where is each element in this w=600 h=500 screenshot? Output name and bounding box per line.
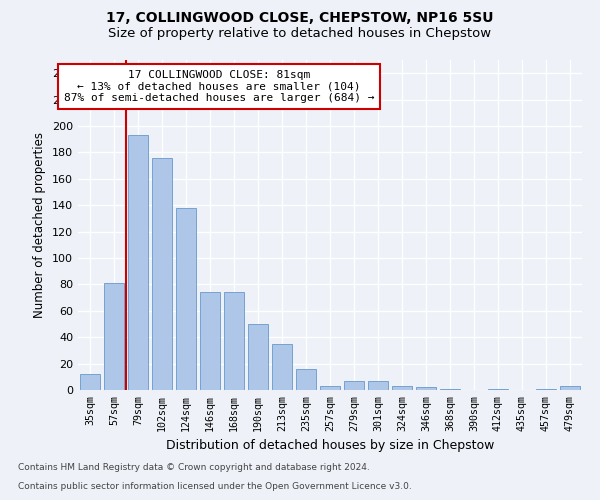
Bar <box>560 386 580 390</box>
Bar <box>488 388 508 390</box>
Text: Contains public sector information licensed under the Open Government Licence v3: Contains public sector information licen… <box>18 482 412 491</box>
Bar <box>416 388 436 390</box>
Bar <box>392 386 412 390</box>
Text: Size of property relative to detached houses in Chepstow: Size of property relative to detached ho… <box>109 27 491 40</box>
Bar <box>320 386 340 390</box>
Bar <box>152 158 172 390</box>
Bar <box>536 388 556 390</box>
Y-axis label: Number of detached properties: Number of detached properties <box>34 132 46 318</box>
Bar <box>344 381 364 390</box>
Bar <box>80 374 100 390</box>
Bar <box>272 344 292 390</box>
Bar <box>296 369 316 390</box>
Bar <box>248 324 268 390</box>
Bar <box>440 388 460 390</box>
Text: Contains HM Land Registry data © Crown copyright and database right 2024.: Contains HM Land Registry data © Crown c… <box>18 464 370 472</box>
Bar <box>176 208 196 390</box>
Bar <box>224 292 244 390</box>
Text: 17 COLLINGWOOD CLOSE: 81sqm
← 13% of detached houses are smaller (104)
87% of se: 17 COLLINGWOOD CLOSE: 81sqm ← 13% of det… <box>64 70 374 103</box>
Text: 17, COLLINGWOOD CLOSE, CHEPSTOW, NP16 5SU: 17, COLLINGWOOD CLOSE, CHEPSTOW, NP16 5S… <box>106 11 494 25</box>
X-axis label: Distribution of detached houses by size in Chepstow: Distribution of detached houses by size … <box>166 439 494 452</box>
Bar <box>104 283 124 390</box>
Bar <box>200 292 220 390</box>
Bar <box>128 135 148 390</box>
Bar <box>368 381 388 390</box>
